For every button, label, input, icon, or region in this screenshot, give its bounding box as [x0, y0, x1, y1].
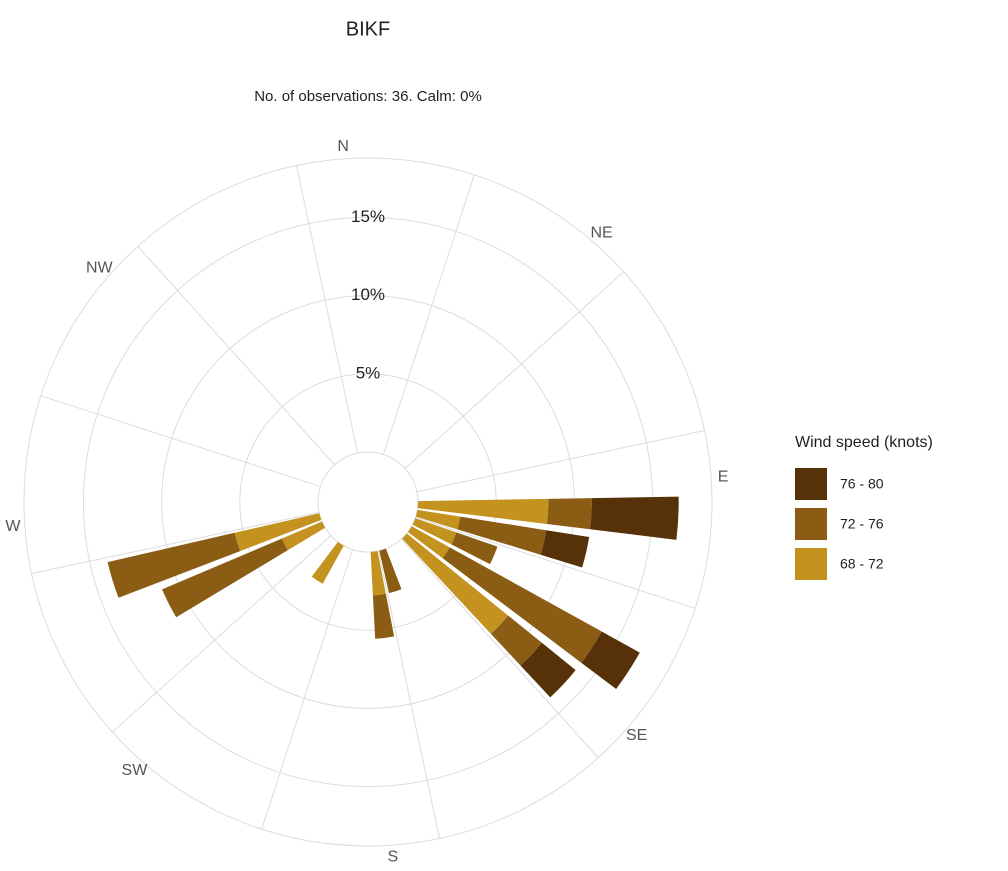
- spoke: [401, 538, 599, 758]
- wind-bar: [372, 593, 395, 639]
- spoke: [40, 395, 321, 488]
- legend-swatch: [795, 508, 827, 540]
- wind-bar: [490, 615, 542, 666]
- wind-bar: [417, 498, 549, 524]
- legend-label: 68 - 72: [840, 556, 884, 572]
- direction-label: N: [337, 138, 349, 155]
- wind-bar: [590, 496, 679, 540]
- wind-bar: [379, 548, 402, 594]
- direction-label: NE: [590, 225, 612, 242]
- wind-bar: [540, 530, 590, 568]
- direction-label: S: [387, 848, 398, 865]
- spoke: [112, 535, 332, 733]
- wind-bar: [370, 551, 386, 596]
- spoke: [31, 511, 320, 575]
- wind-bar: [520, 642, 576, 698]
- wind-bar: [281, 521, 326, 551]
- legend-label: 72 - 76: [840, 516, 884, 532]
- spoke: [261, 549, 354, 830]
- wind-bar: [546, 498, 592, 530]
- wind-bar: [407, 526, 450, 559]
- inner-ring: [317, 451, 419, 553]
- direction-label: SW: [122, 762, 149, 779]
- spoke: [377, 550, 441, 839]
- wind-bar: [412, 518, 457, 545]
- legend-swatch: [795, 468, 827, 500]
- direction-label: E: [718, 468, 729, 485]
- r-tick-label: 10%: [351, 285, 385, 304]
- wind-bar: [581, 631, 640, 689]
- legend-label: 76 - 80: [840, 476, 884, 492]
- direction-label: NW: [86, 260, 114, 277]
- outer-ring: [23, 157, 713, 847]
- wind-bar: [442, 547, 602, 663]
- chart-subtitle: No. of observations: 36. Calm: 0%: [254, 88, 482, 105]
- chart-title: BIKF: [346, 18, 390, 40]
- wind-bar: [107, 532, 241, 598]
- wind-bar: [311, 541, 344, 584]
- wind-bar: [162, 538, 288, 618]
- r-tick-label: 15%: [351, 207, 385, 226]
- wind-bar: [451, 532, 498, 565]
- spoke: [382, 174, 475, 455]
- wind-bar: [234, 513, 322, 552]
- wind-bar: [457, 516, 547, 555]
- r-tick-label: 5%: [356, 363, 381, 382]
- spoke: [416, 429, 705, 493]
- direction-label: W: [5, 518, 21, 535]
- spoke: [137, 246, 335, 466]
- wind-bar: [415, 509, 461, 530]
- spoke: [404, 271, 624, 469]
- direction-label: SE: [626, 727, 647, 744]
- legend-title: Wind speed (knots): [795, 434, 933, 451]
- spoke: [295, 165, 359, 454]
- legend-swatch: [795, 548, 827, 580]
- spoke: [415, 516, 696, 609]
- wind-bar: [402, 533, 509, 634]
